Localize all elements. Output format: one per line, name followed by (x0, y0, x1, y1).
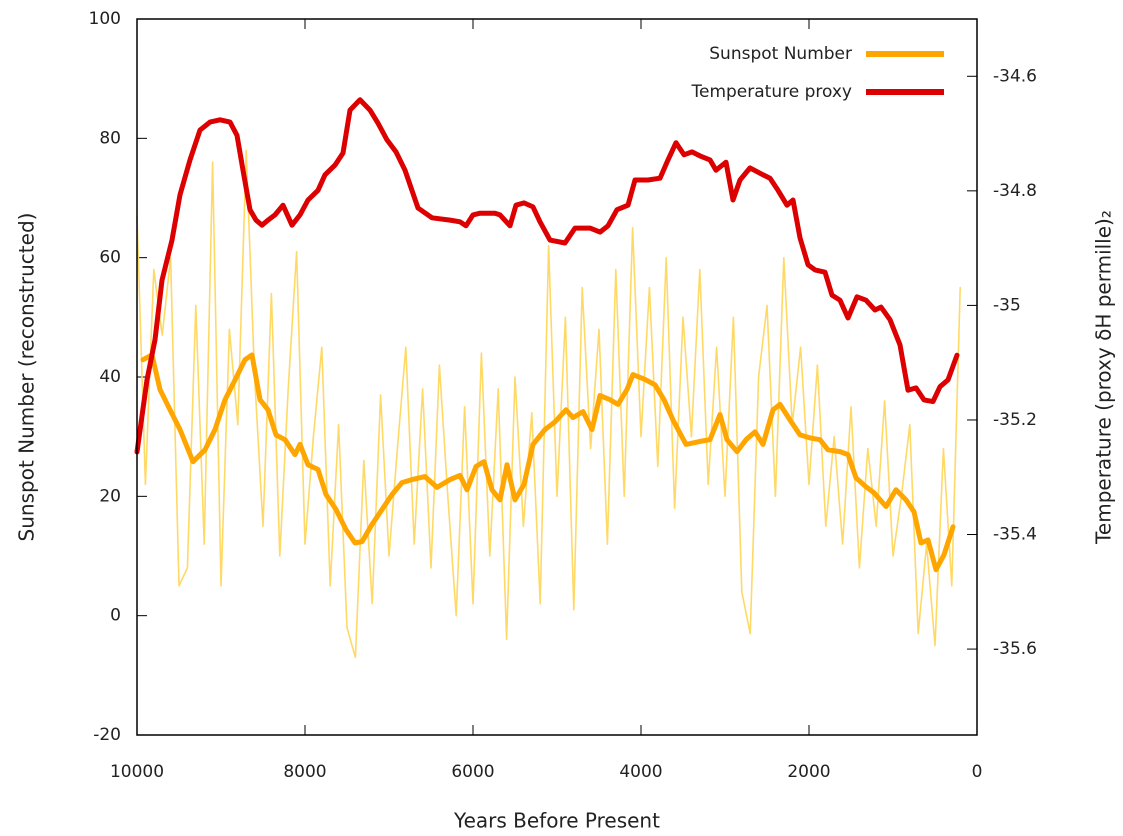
y-tick-label: 80 (99, 128, 121, 148)
x-tick-label: 2000 (787, 762, 830, 782)
y2-tick-label: -35.2 (993, 410, 1037, 430)
raw-series-line (136, 149, 961, 659)
y2-tick-label: -34.8 (993, 181, 1037, 201)
legend-label: Sunspot Number (709, 44, 852, 64)
legend-label: Temperature proxy (691, 82, 853, 102)
y-tick-label: 20 (99, 486, 121, 506)
y2-tick-label: -35.6 (993, 639, 1037, 659)
x-tick-label: 8000 (283, 762, 326, 782)
y2-tick-label: -35.4 (993, 525, 1037, 545)
y2-tick-label: -34.6 (993, 66, 1037, 86)
y-tick-label: 100 (89, 9, 121, 29)
y-tick-label: -20 (93, 725, 121, 745)
y2-tick-label: -35 (993, 295, 1021, 315)
series-line (134, 97, 960, 455)
x-axis-title: Years Before Present (453, 809, 660, 833)
y-tick-label: 0 (110, 606, 121, 626)
plot-border (136, 18, 978, 736)
y-tick-label: 60 (99, 248, 121, 268)
x-tick-label: 6000 (451, 762, 494, 782)
x-tick-label: 0 (972, 762, 983, 782)
y-tick-label: 40 (99, 367, 121, 387)
y-axis-title: Sunspot Number (reconstructed) (15, 213, 39, 542)
series-line (140, 352, 956, 573)
y2-axis-title: Temperature (proxy δH permille)₂ (1092, 210, 1116, 545)
x-tick-label: 4000 (619, 762, 662, 782)
x-tick-label: 10000 (110, 762, 164, 782)
